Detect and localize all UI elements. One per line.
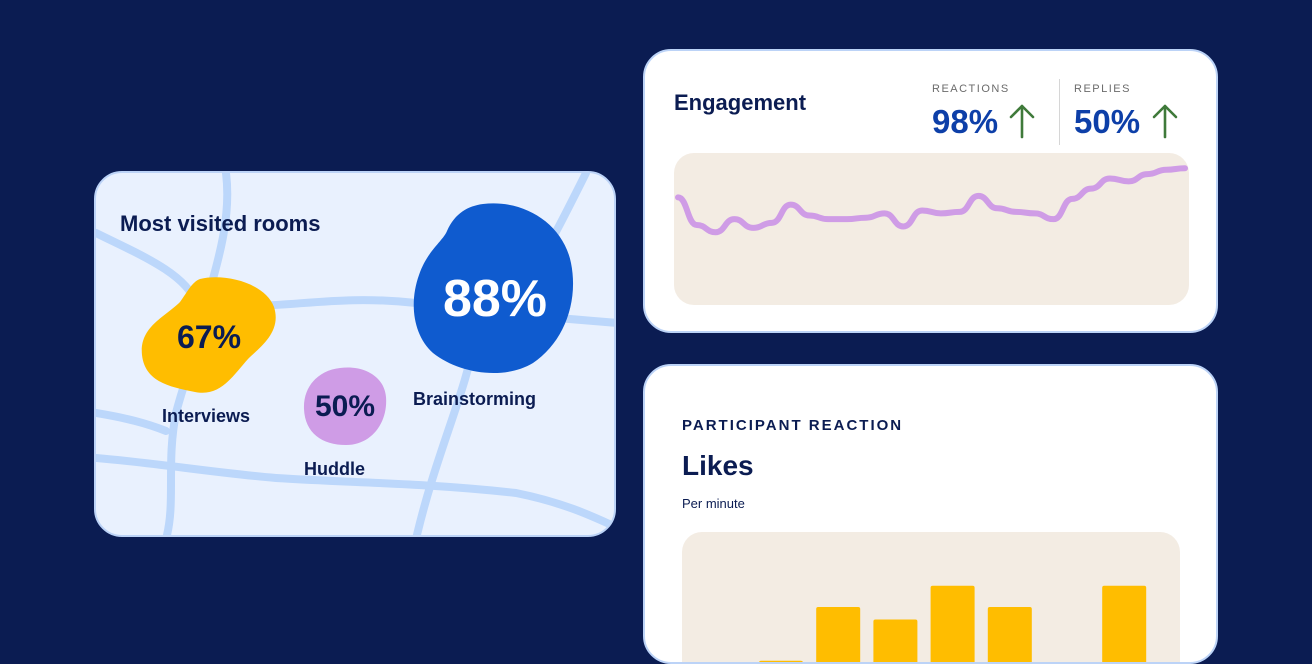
brainstorming-label: Brainstorming (413, 389, 536, 410)
reactions-arrow-up-icon (1009, 103, 1035, 139)
likes-bar-2 (816, 607, 860, 664)
engagement-series-line (678, 168, 1185, 232)
interviews-percent: 67% (140, 277, 278, 397)
engagement-line-chart (674, 153, 1189, 305)
replies-arrow-up-icon (1152, 103, 1178, 139)
likes-title: Likes (682, 450, 754, 482)
reactions-value: 98% (932, 103, 998, 141)
huddle-label: Huddle (304, 459, 365, 480)
likes-bar-3 (873, 620, 917, 664)
engagement-line-svg (674, 153, 1189, 305)
likes-bar-5 (988, 607, 1032, 664)
brainstorming-percent: 88% (413, 213, 577, 385)
likes-bar-chart (682, 532, 1180, 664)
likes-bar-4 (931, 586, 975, 664)
replies-value: 50% (1074, 103, 1140, 141)
most-visited-rooms-card: Most visited rooms 67% Interviews 50% Hu… (94, 171, 616, 537)
metric-divider (1059, 79, 1060, 145)
engagement-card: Engagement REACTIONS 98% REPLIES 50% (643, 49, 1218, 333)
likes-subtitle: Per minute (682, 496, 745, 511)
participant-eyebrow: PARTICIPANT REACTION (682, 417, 903, 434)
likes-bar-7 (1102, 586, 1146, 664)
huddle-percent: 50% (302, 367, 388, 447)
likes-bar-svg (682, 532, 1180, 664)
rooms-title: Most visited rooms (120, 211, 320, 237)
interviews-label: Interviews (162, 406, 250, 427)
reactions-label: REACTIONS (932, 83, 1010, 95)
participant-reaction-card: PARTICIPANT REACTION Likes Per minute (643, 364, 1218, 664)
replies-label: REPLIES (1074, 83, 1131, 95)
engagement-title: Engagement (674, 90, 806, 116)
